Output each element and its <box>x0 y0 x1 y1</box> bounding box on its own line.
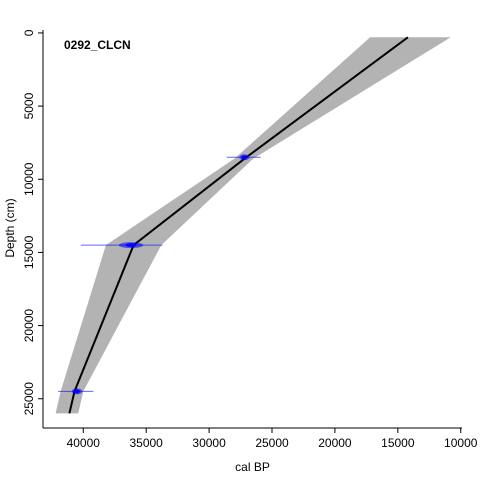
x-axis-title: cal BP <box>235 460 270 474</box>
y-tick-label: 5000 <box>22 92 36 119</box>
calibrated-dates-layer <box>58 154 261 395</box>
x-tick-label: 20000 <box>318 436 352 450</box>
date-density-peak <box>125 243 137 248</box>
date-density-peak <box>73 389 80 394</box>
y-tick-label: 25000 <box>22 382 36 416</box>
plot-title: 0292_CLCN <box>64 38 131 52</box>
axes-layer: 40000 35000 30000 25000 20000 15000 10000 0 5000… <box>22 29 478 450</box>
x-tick-label: 15000 <box>381 436 415 450</box>
date-density-peak <box>241 155 248 160</box>
x-tick-label: 10000 <box>444 436 478 450</box>
calibrated-date-1 <box>226 154 261 161</box>
x-tick-label: 40000 <box>67 436 101 450</box>
y-tick-label: 0 <box>22 29 36 36</box>
y-tick-label: 15000 <box>22 235 36 269</box>
calibrated-date-2 <box>80 242 163 249</box>
y-tick-label: 10000 <box>22 162 36 196</box>
y-axis-title: Depth (cm) <box>3 198 17 257</box>
calibrated-date-3 <box>58 388 94 395</box>
x-tick-label: 30000 <box>192 436 226 450</box>
x-tick-label: 25000 <box>255 436 289 450</box>
x-tick-label: 35000 <box>129 436 163 450</box>
y-tick-label: 20000 <box>22 309 36 343</box>
